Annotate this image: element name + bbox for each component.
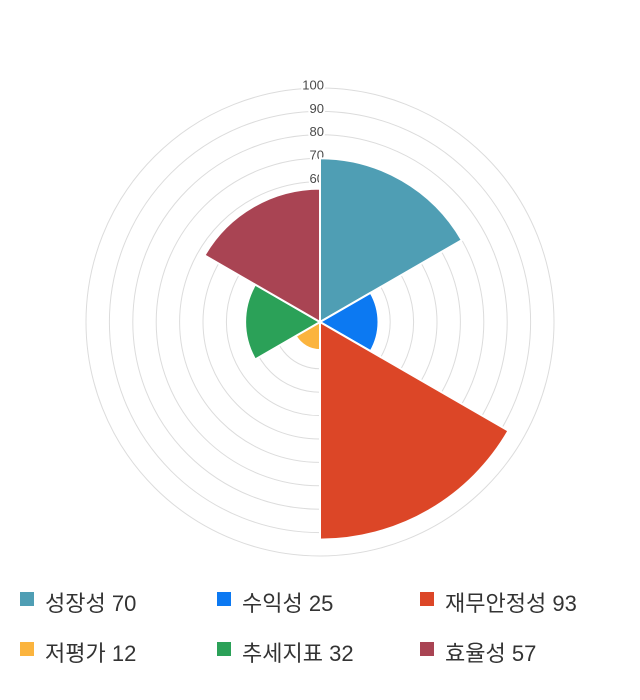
- legend-label: 효율성: [445, 641, 506, 666]
- axis-tick-label-90: 90: [310, 101, 324, 116]
- legend-item-trend-indicator[interactable]: 추세지표 32: [217, 627, 420, 677]
- chart-sector-efficiency[interactable]: [203, 187, 321, 323]
- legend-swatch-growth: [20, 592, 34, 606]
- legend-item-efficiency[interactable]: 효율성 57: [420, 627, 620, 677]
- chart-sector-profitability[interactable]: [319, 291, 380, 353]
- chart-sector-growth[interactable]: [319, 157, 463, 323]
- legend-swatch-undervaluation: [20, 642, 34, 656]
- legend-label: 추세지표: [242, 641, 323, 666]
- chart-legend: 성장성 70 수익성 25 재무안정성 93 저평가 12 추세지표 32 효율…: [20, 577, 620, 677]
- axis-tick-label-100: 100: [302, 77, 324, 92]
- legend-value: 70: [111, 591, 137, 616]
- legend-swatch-efficiency: [420, 642, 434, 656]
- legend-item-financial-stability[interactable]: 재무안정성 93: [420, 577, 620, 627]
- legend-label: 수익성: [242, 591, 303, 616]
- legend-label: 저평가: [45, 641, 106, 666]
- chart-sector-financial-stability[interactable]: [319, 321, 510, 541]
- legend-value: 25: [308, 591, 334, 616]
- legend-item-undervaluation[interactable]: 저평가 12: [20, 627, 217, 677]
- legend-value: 12: [111, 641, 137, 666]
- legend-item-profitability[interactable]: 수익성 25: [217, 577, 420, 627]
- rose-chart: 102030405060708090100: [85, 75, 555, 557]
- legend-value: 57: [511, 641, 537, 666]
- grid-ring-100: [85, 87, 555, 557]
- legend-swatch-profitability: [217, 592, 231, 606]
- legend-label: 재무안정성: [445, 591, 547, 616]
- legend-label: 성장성: [45, 591, 106, 616]
- axis-tick-label-80: 80: [310, 124, 324, 139]
- legend-value: 32: [329, 641, 354, 666]
- legend-value: 93: [552, 591, 577, 616]
- legend-swatch-financial-stability: [420, 592, 434, 606]
- legend-item-growth[interactable]: 성장성 70: [20, 577, 217, 627]
- chart-sector-trend-indicator[interactable]: [244, 283, 321, 361]
- legend-swatch-trend-indicator: [217, 642, 231, 656]
